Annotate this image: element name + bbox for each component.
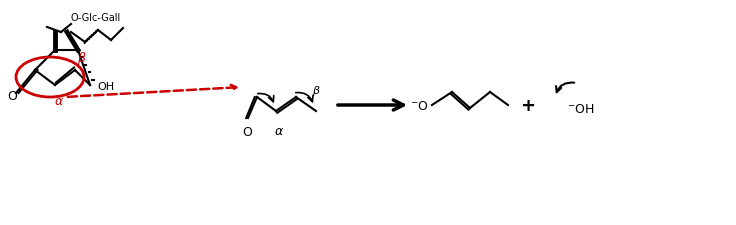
Text: +: + <box>520 97 536 115</box>
Text: O: O <box>242 126 252 138</box>
Text: α: α <box>55 94 63 108</box>
Text: $^{-}$OH: $^{-}$OH <box>567 103 595 116</box>
Text: O: O <box>7 90 17 103</box>
Text: O-Glc-Gall: O-Glc-Gall <box>71 13 121 23</box>
Text: $^{-}$O: $^{-}$O <box>410 100 429 113</box>
Text: β: β <box>313 86 319 96</box>
Text: OH: OH <box>97 82 114 92</box>
Text: β: β <box>77 52 85 65</box>
Text: α: α <box>275 124 283 137</box>
